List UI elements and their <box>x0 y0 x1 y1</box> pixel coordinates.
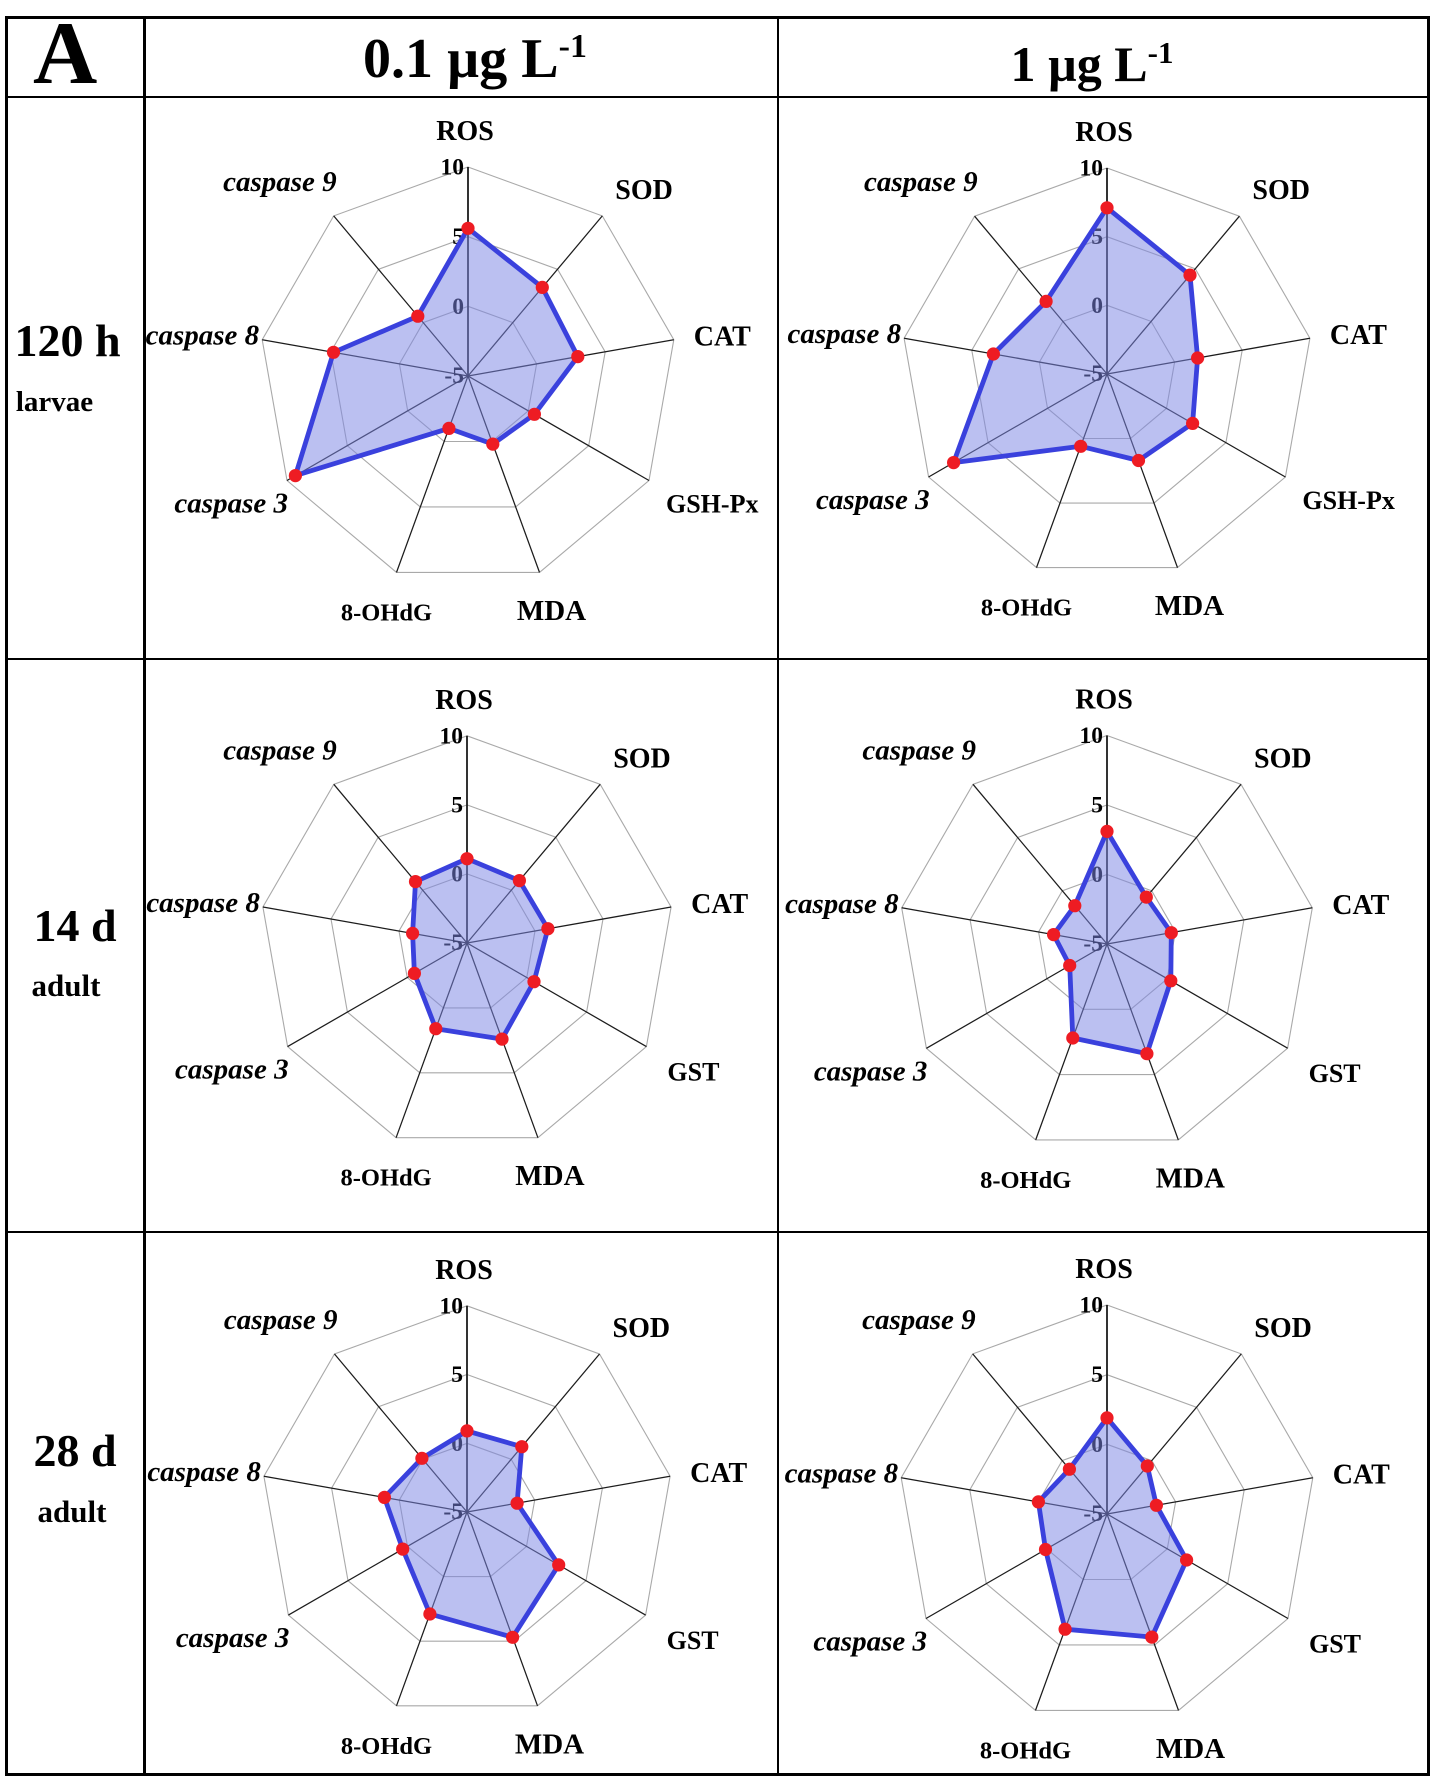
svg-text:GST: GST <box>1309 1059 1361 1088</box>
svg-text:5: 5 <box>1091 1362 1103 1388</box>
svg-text:caspase 9: caspase 9 <box>224 735 338 767</box>
svg-text:MDA: MDA <box>516 1160 585 1192</box>
svg-text:CAT: CAT <box>690 1458 747 1489</box>
svg-text:caspase 8: caspase 8 <box>147 887 261 919</box>
svg-text:caspase 9: caspase 9 <box>862 734 976 766</box>
svg-text:GST: GST <box>667 1626 719 1655</box>
svg-text:caspase 3: caspase 3 <box>816 484 930 516</box>
svg-text:caspase 8: caspase 8 <box>145 320 259 352</box>
svg-text:SOD: SOD <box>615 175 673 206</box>
svg-text:MDA: MDA <box>1156 1162 1225 1194</box>
svg-text:GSH-Px: GSH-Px <box>666 489 758 518</box>
svg-text:caspase 3: caspase 3 <box>175 1054 289 1086</box>
svg-text:10: 10 <box>1079 155 1103 181</box>
svg-text:caspase 8: caspase 8 <box>787 318 901 350</box>
svg-text:ROS: ROS <box>435 1254 493 1285</box>
svg-text:caspase 8: caspase 8 <box>784 1457 898 1489</box>
svg-text:GSH-Px: GSH-Px <box>1302 486 1394 515</box>
svg-text:ROS: ROS <box>436 116 494 147</box>
svg-text:5: 5 <box>1091 793 1103 819</box>
svg-text:MDA: MDA <box>1155 1732 1224 1764</box>
svg-text:caspase 3: caspase 3 <box>814 1055 928 1087</box>
svg-text:caspase 8: caspase 8 <box>147 1456 261 1488</box>
svg-text:SOD: SOD <box>1254 1312 1312 1343</box>
svg-text:CAT: CAT <box>1332 1459 1389 1490</box>
svg-text:caspase 3: caspase 3 <box>813 1625 927 1657</box>
svg-text:SOD: SOD <box>613 1313 671 1344</box>
svg-text:10: 10 <box>440 154 464 180</box>
svg-text:caspase 9: caspase 9 <box>224 1304 338 1336</box>
svg-text:GST: GST <box>1309 1629 1361 1658</box>
svg-text:ROS: ROS <box>436 685 494 716</box>
svg-text:GST: GST <box>668 1058 720 1087</box>
svg-text:SOD: SOD <box>1252 175 1310 206</box>
svg-text:caspase 3: caspase 3 <box>176 1622 290 1654</box>
svg-text:MDA: MDA <box>1154 590 1223 622</box>
svg-text:caspase 9: caspase 9 <box>864 166 978 198</box>
svg-text:CAT: CAT <box>691 889 748 920</box>
svg-text:ROS: ROS <box>1075 685 1133 716</box>
svg-text:5: 5 <box>451 1362 463 1388</box>
svg-text:MDA: MDA <box>517 595 586 627</box>
svg-text:CAT: CAT <box>1329 320 1386 351</box>
svg-text:ROS: ROS <box>1075 117 1133 148</box>
svg-text:caspase 9: caspase 9 <box>862 1303 976 1335</box>
svg-text:8-OHdG: 8-OHdG <box>980 594 1071 621</box>
svg-text:8-OHdG: 8-OHdG <box>341 1165 432 1192</box>
svg-text:5: 5 <box>452 224 464 250</box>
svg-text:8-OHdG: 8-OHdG <box>341 599 432 626</box>
svg-text:10: 10 <box>440 1293 464 1319</box>
svg-text:SOD: SOD <box>1254 743 1312 774</box>
svg-text:8-OHdG: 8-OHdG <box>341 1732 432 1759</box>
svg-text:ROS: ROS <box>1075 1254 1133 1285</box>
svg-text:8-OHdG: 8-OHdG <box>980 1167 1071 1194</box>
svg-text:caspase 8: caspase 8 <box>785 888 899 920</box>
svg-text:10: 10 <box>1079 1292 1103 1318</box>
svg-text:caspase 3: caspase 3 <box>174 487 288 519</box>
svg-text:10: 10 <box>440 724 464 750</box>
svg-text:10: 10 <box>1080 723 1104 749</box>
svg-text:CAT: CAT <box>693 322 750 353</box>
svg-text:caspase 9: caspase 9 <box>223 166 337 198</box>
svg-text:5: 5 <box>452 793 464 819</box>
svg-text:MDA: MDA <box>515 1728 584 1760</box>
svg-text:CAT: CAT <box>1332 890 1389 921</box>
svg-text:8-OHdG: 8-OHdG <box>979 1737 1070 1764</box>
svg-text:SOD: SOD <box>614 744 672 775</box>
